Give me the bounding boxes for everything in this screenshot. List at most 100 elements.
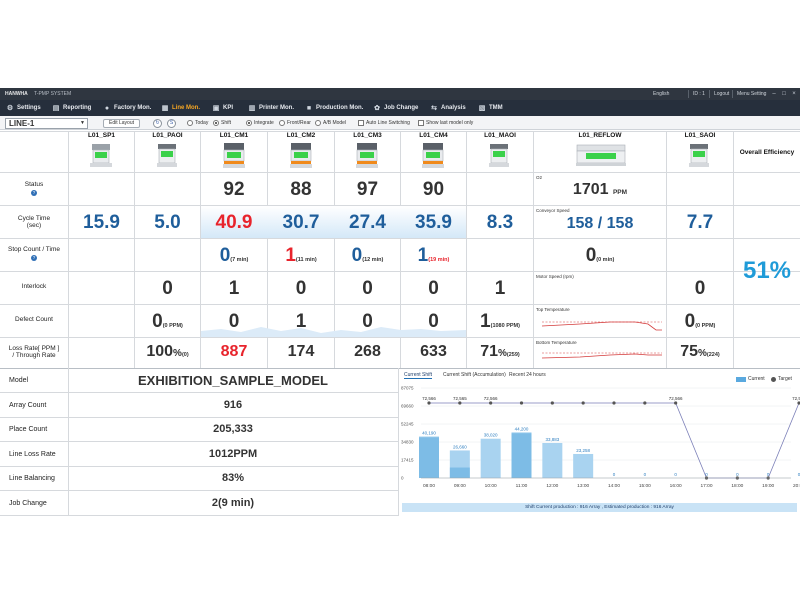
radio-front-rear[interactable]: Front/Rear [279,120,311,126]
summary-value-place-count: 205,333 [213,423,253,435]
x-tick-label: 09:00 [454,483,466,489]
stop-time: (19 min) [428,257,450,263]
col-header-sp1: L01_SP1 [87,132,116,139]
loss-cm3: 268 [354,343,381,360]
radio-dot [213,120,219,126]
aoi-machine-icon[interactable] [487,142,511,170]
defect-ppm: (0 PPM) [162,323,183,329]
grid-line [533,131,534,368]
main-nav: ⚙ Settings ▤ Reporting ● Factory Mon. ▦ Line… [0,100,800,116]
nav-line-mon[interactable]: ▦ Line Mon. [161,100,200,116]
summary-label-line-balancing: Line Balancing [9,475,55,482]
nav-production-mon[interactable]: ■ Production Mon. [305,100,363,116]
loss-ppm: (224) [706,352,720,358]
nav-settings[interactable]: ⚙ Settings [6,100,41,116]
row-label-text: / Through Rate [12,352,56,359]
bottom-temperature-chart [541,352,662,359]
row-label-text: Status [24,181,44,188]
radio-ab-model[interactable]: A/B Model [315,120,346,126]
cycle-cm1: 40.9 [215,212,253,233]
stop-cm2: 1(11 min) [268,245,334,267]
checkbox-show-last-model[interactable]: Show last model only [418,120,473,126]
stop-count: 1 [285,245,296,266]
aoi-machine-icon[interactable] [687,142,711,170]
bar-value-label: 0 [613,472,616,477]
row-label-stop-count: Stop Count / Time? [0,246,68,261]
nav-factory-mon[interactable]: ● Factory Mon. [103,100,151,116]
row-label-text: Loss Rate[ PPM ] [8,345,60,352]
defect-cm1: 0 [228,311,240,332]
chart-tab-accumulation[interactable]: Current Shift (Accumulation) [443,372,506,378]
legend-swatch [736,376,746,382]
cycle-cm4: 35.9 [415,212,452,233]
help-icon[interactable]: ? [31,255,37,261]
stop-cm1: 0(7 min) [201,245,267,267]
target-point [519,401,524,405]
radio-dot [315,120,321,126]
line-monitor-grid: L01_SP1 L01_PAOI L01_CM1 L01_CM2 L01_CM3… [0,131,800,369]
legend-target: Target [771,376,792,382]
mounter-machine-icon[interactable] [420,142,446,170]
printer-machine-icon[interactable] [89,142,113,170]
mounter-machine-icon[interactable] [354,142,380,170]
o2-unit: PPM [612,189,628,196]
col-header-maoi: L01_MAOI [484,132,516,139]
radio-integrate[interactable]: Integrate [246,120,274,126]
loss-percent: % [173,348,182,359]
loss-saoi: 75%(224) [667,343,733,361]
target-value-label: 72,566 [422,396,436,401]
target-point [458,401,462,405]
radio-shift[interactable]: Shift [213,120,231,126]
nav-reporting[interactable]: ▤ Reporting [52,100,92,116]
maximize-icon[interactable]: □ [782,91,786,97]
help-icon[interactable]: ? [31,190,37,196]
cycle-paoi: 5.0 [154,212,181,233]
nav-kpi[interactable]: ▣ KPI [212,100,233,116]
line-summary-panel: Model EXHIBITION_SAMPLE_MODEL Array Coun… [0,368,399,516]
nav-label: Printer Mon. [259,105,295,111]
interlock-maoi: 1 [494,278,506,299]
user-id: ID : 1 [693,91,705,97]
chart-bar-fill [419,437,439,478]
line-select[interactable]: LINE-1 ▼ [5,118,88,129]
edit-layout-button[interactable]: Edit Layout [103,119,140,128]
nav-label: Job Change [384,105,419,111]
chart-bar [542,442,563,478]
nav-analysis[interactable]: ⇆ Analysis [430,100,466,116]
settings-s-icon[interactable]: S [167,119,176,128]
nav-printer-mon[interactable]: ▥ Printer Mon. [248,100,294,116]
target-point [550,401,554,405]
line-select-value: LINE-1 [9,119,35,128]
mounter-machine-icon[interactable] [288,142,314,170]
refresh-icon[interactable]: ↻ [153,119,162,128]
checkbox-box [358,120,364,126]
brand-logo: HANWHA [5,91,28,97]
radio-today[interactable]: Today [187,120,208,126]
status-cm1: 92 [223,179,245,200]
radio-dot [187,120,193,126]
close-icon[interactable]: × [792,91,796,97]
mounter-machine-icon[interactable] [221,142,247,170]
grid-line [0,417,398,418]
logout-link[interactable]: Logout [714,91,730,97]
chart-tab-label: Current Shift (Accumulation) [443,372,506,378]
defect-cm4: 0 [428,311,439,332]
chart-tab-recent-24h[interactable]: Recent 24 hours [509,372,546,378]
defect-count: 0 [684,311,696,332]
overall-efficiency-value: 51% [742,257,792,284]
grid-line [134,131,135,368]
defect-paoi: 0(0 PPM) [135,311,200,333]
nav-job-change[interactable]: ✿ Job Change [373,100,418,116]
loss-percent: % [498,348,507,359]
bar-value-label: 0 [736,472,739,477]
y-tick-label: 69660 [401,404,414,409]
minimize-icon[interactable]: – [772,91,776,97]
aoi-machine-icon[interactable] [155,142,179,170]
checkbox-auto-line-switching[interactable]: Auto Line Switching [358,120,410,126]
chart-bar [480,438,501,478]
chart-tab-current-shift[interactable]: Current Shift [404,372,433,379]
menu-setting-link[interactable]: Menu Setting [737,91,767,97]
reflow-oven-icon[interactable] [576,143,626,169]
nav-tmm[interactable]: ▧ TMM [478,100,503,116]
language-select[interactable]: English [653,91,670,97]
